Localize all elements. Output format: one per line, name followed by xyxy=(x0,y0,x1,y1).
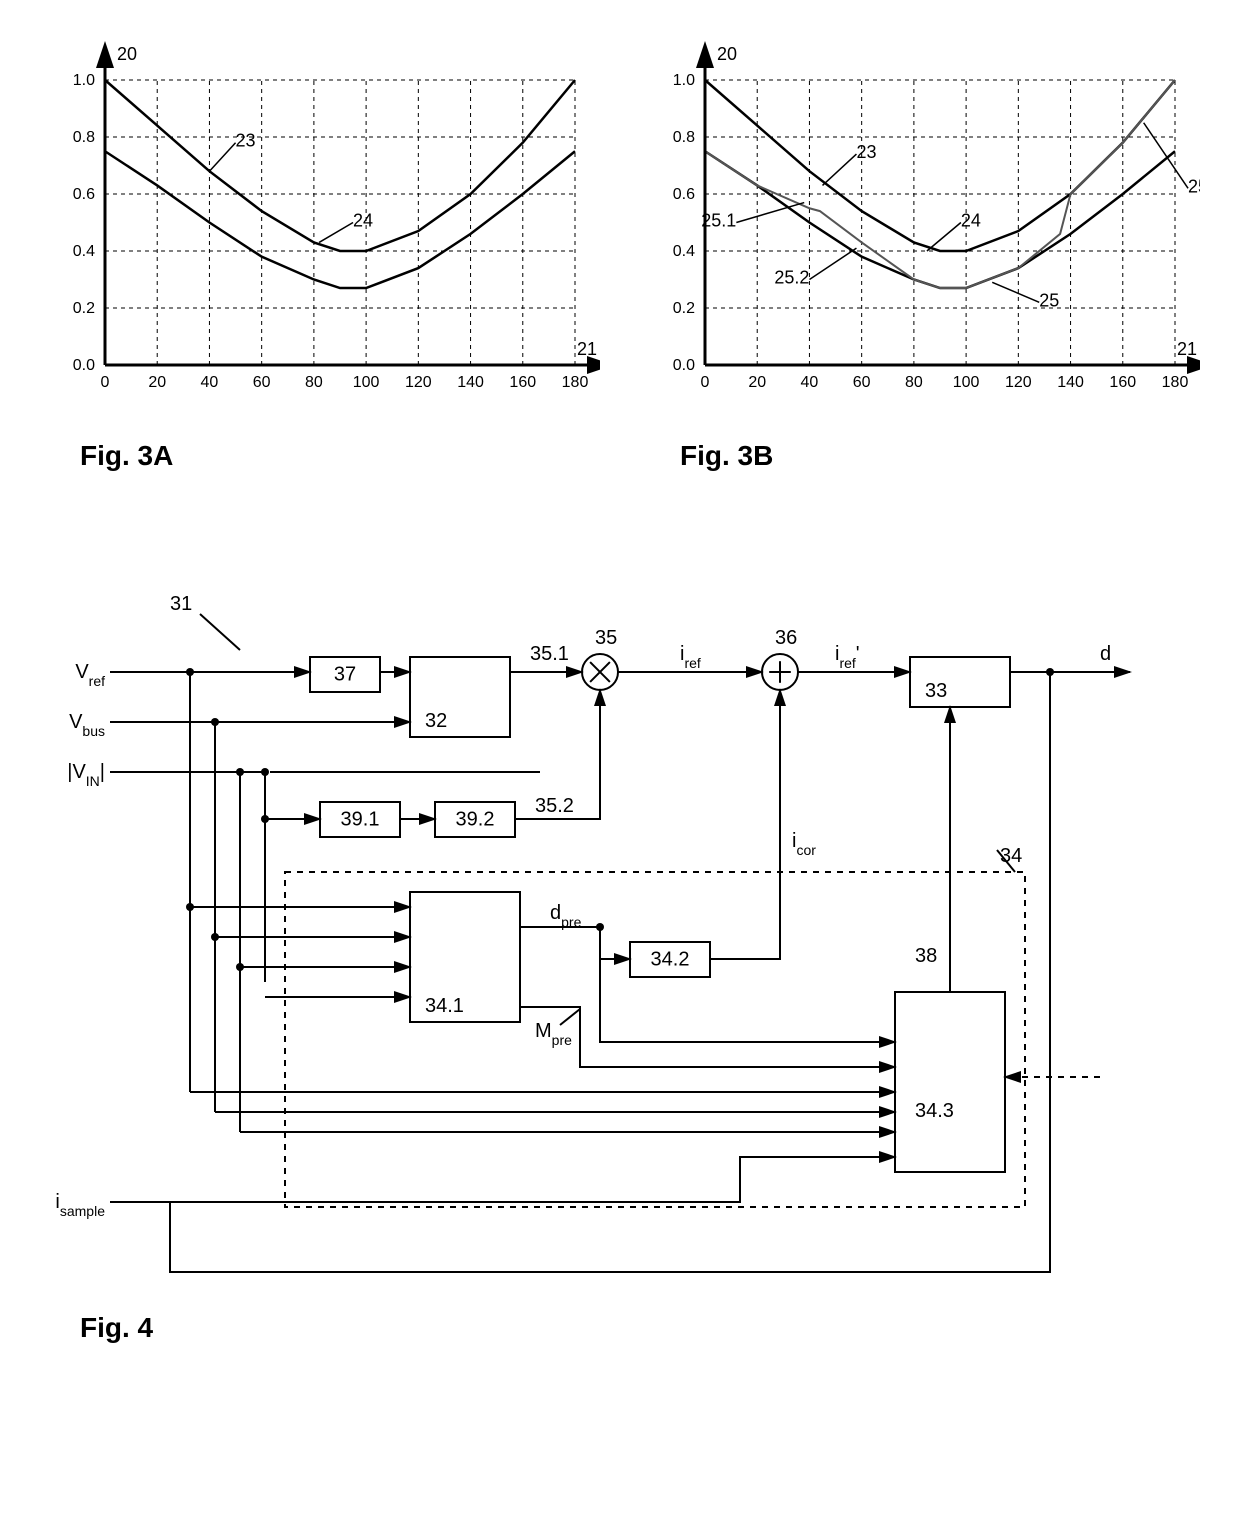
svg-text:20: 20 xyxy=(748,374,766,391)
fig4-caption: Fig. 4 xyxy=(80,1312,1200,1344)
svg-text:37: 37 xyxy=(334,664,356,686)
svg-text:100: 100 xyxy=(953,374,980,391)
svg-text:36: 36 xyxy=(775,627,797,649)
svg-text:31: 31 xyxy=(170,593,192,615)
fig3-row: 0 20 40 60 80 100 120 140 160 180 0.0 0.2 0.4 0.6 0.8 1… xyxy=(40,40,1200,472)
svg-text:39.1: 39.1 xyxy=(341,809,380,831)
svg-text:60: 60 xyxy=(853,374,871,391)
svg-text:Vbus: Vbus xyxy=(69,711,105,739)
svg-text:icor: icor xyxy=(792,830,816,858)
svg-text:0.2: 0.2 xyxy=(673,300,695,317)
svg-text:isample: isample xyxy=(55,1191,105,1219)
svg-text:38: 38 xyxy=(915,945,937,967)
svg-text:160: 160 xyxy=(509,374,536,391)
svg-text:100: 100 xyxy=(353,374,380,391)
svg-text:180: 180 xyxy=(562,374,589,391)
svg-text:140: 140 xyxy=(1057,374,1084,391)
svg-text:20: 20 xyxy=(148,374,166,391)
svg-text:0.0: 0.0 xyxy=(673,357,695,374)
svg-text:23: 23 xyxy=(856,142,876,162)
svg-text:40: 40 xyxy=(801,374,819,391)
svg-text:160: 160 xyxy=(1109,374,1136,391)
svg-text:180: 180 xyxy=(1162,374,1189,391)
svg-text:|VIN|: |VIN| xyxy=(67,761,105,789)
svg-text:1.0: 1.0 xyxy=(73,72,95,89)
svg-text:21: 21 xyxy=(1177,339,1197,359)
svg-text:0: 0 xyxy=(701,374,710,391)
svg-text:0.6: 0.6 xyxy=(73,186,95,203)
svg-text:80: 80 xyxy=(305,374,323,391)
svg-text:25: 25 xyxy=(1039,290,1059,310)
svg-text:0.4: 0.4 xyxy=(673,243,695,260)
svg-text:34.1: 34.1 xyxy=(425,995,464,1017)
svg-text:20: 20 xyxy=(717,44,737,64)
svg-text:0.0: 0.0 xyxy=(73,357,95,374)
svg-text:40: 40 xyxy=(201,374,219,391)
fig3a-column: 0 20 40 60 80 100 120 140 160 180 0.0 0.2 0.4 0.6 0.8 1… xyxy=(40,40,600,472)
svg-text:35.2: 35.2 xyxy=(535,795,574,817)
svg-text:0.8: 0.8 xyxy=(73,129,95,146)
svg-text:Vref: Vref xyxy=(75,661,105,689)
svg-text:25.3: 25.3 xyxy=(1188,176,1200,196)
svg-text:34.3: 34.3 xyxy=(915,1100,954,1122)
svg-text:120: 120 xyxy=(1005,374,1032,391)
svg-text:24: 24 xyxy=(961,211,981,231)
svg-text:140: 140 xyxy=(457,374,484,391)
fig3b-column: 0 20 40 60 80 100 120 140 160 180 0.0 0.2 0.4 0.6 0.8 1… xyxy=(640,40,1200,472)
svg-text:iref': iref' xyxy=(835,643,860,671)
svg-text:21: 21 xyxy=(577,339,597,359)
svg-text:35: 35 xyxy=(595,627,617,649)
svg-text:120: 120 xyxy=(405,374,432,391)
svg-text:25.2: 25.2 xyxy=(774,268,809,288)
svg-text:33: 33 xyxy=(925,680,947,702)
svg-text:35.1: 35.1 xyxy=(530,643,569,665)
svg-text:20: 20 xyxy=(117,44,137,64)
svg-text:32: 32 xyxy=(425,710,447,732)
fig4-diagram: Vref Vbus |VIN| isample 31 34 37 32 33 39.1 39.2 34… xyxy=(40,572,1160,1302)
svg-text:0.2: 0.2 xyxy=(73,300,95,317)
svg-text:60: 60 xyxy=(253,374,271,391)
svg-text:34: 34 xyxy=(1000,845,1022,867)
fig3b-caption: Fig. 3B xyxy=(680,440,1200,472)
svg-text:iref: iref xyxy=(680,643,701,671)
fig3a-caption: Fig. 3A xyxy=(80,440,600,472)
svg-text:24: 24 xyxy=(353,211,373,231)
fig3b-chart: 0 20 40 60 80 100 120 140 160 180 0.0 0.2 0.4 0.6 0.8 1… xyxy=(640,40,1200,420)
svg-text:23: 23 xyxy=(236,131,256,151)
svg-text:25.1: 25.1 xyxy=(701,211,736,231)
svg-text:0: 0 xyxy=(101,374,110,391)
svg-text:39.2: 39.2 xyxy=(456,809,495,831)
svg-text:d: d xyxy=(1100,643,1111,665)
svg-text:80: 80 xyxy=(905,374,923,391)
fig4-container: Vref Vbus |VIN| isample 31 34 37 32 33 39.1 39.2 34… xyxy=(40,572,1200,1344)
svg-text:0.8: 0.8 xyxy=(673,129,695,146)
fig3a-chart: 0 20 40 60 80 100 120 140 160 180 0.0 0.2 0.4 0.6 0.8 1… xyxy=(40,40,600,420)
svg-text:34.2: 34.2 xyxy=(651,949,690,971)
svg-text:0.4: 0.4 xyxy=(73,243,95,260)
svg-text:1.0: 1.0 xyxy=(673,72,695,89)
svg-text:0.6: 0.6 xyxy=(673,186,695,203)
